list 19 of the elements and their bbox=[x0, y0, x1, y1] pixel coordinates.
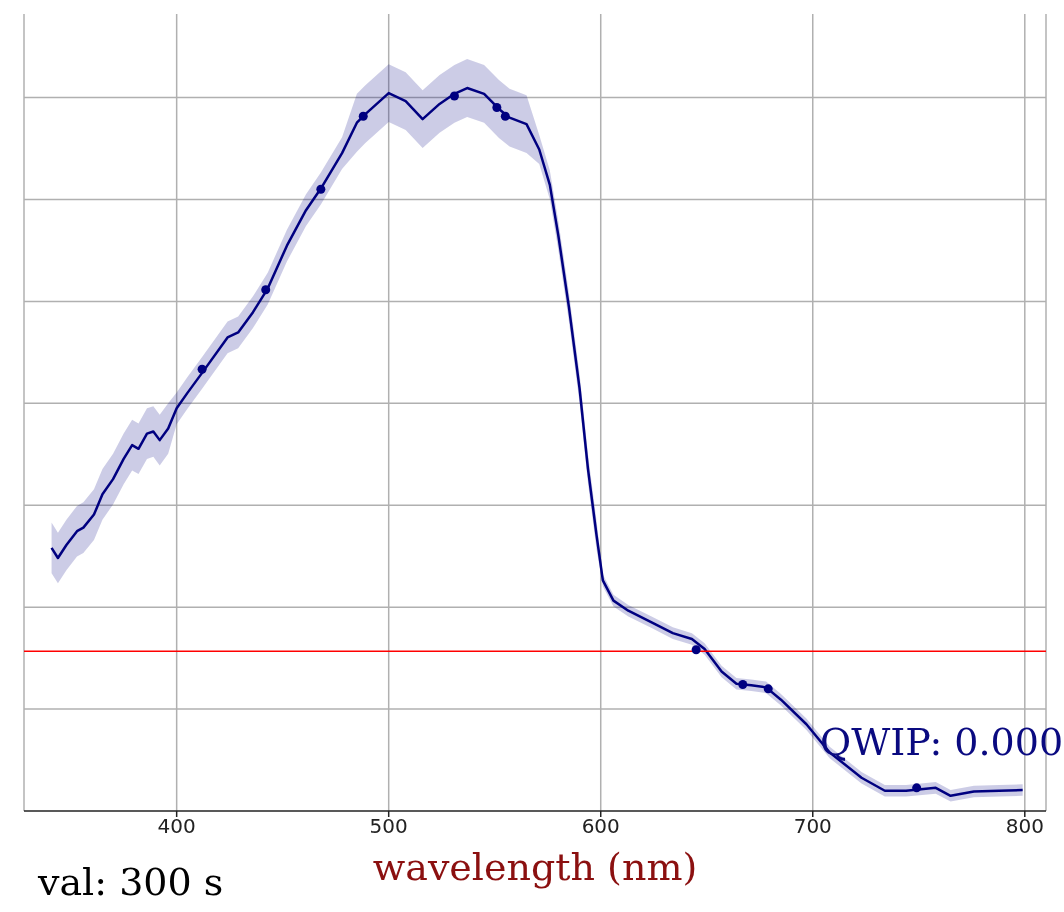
text: val: 300 s bbox=[38, 860, 224, 904]
annotation: QWIP: 0.000 bbox=[820, 720, 1064, 764]
x-tick-label: 500 bbox=[369, 814, 408, 839]
point bbox=[449, 91, 459, 101]
x-tick-label: 700 bbox=[793, 814, 832, 839]
x-tick-label: 600 bbox=[581, 814, 620, 839]
point bbox=[316, 184, 326, 194]
point bbox=[763, 684, 773, 694]
x-axis-title: wavelength (nm) bbox=[372, 844, 698, 889]
x-tick-label: 800 bbox=[1005, 814, 1044, 839]
point bbox=[492, 103, 502, 113]
point bbox=[261, 285, 271, 295]
x-tick-label: 400 bbox=[157, 814, 196, 839]
point bbox=[197, 364, 207, 374]
point bbox=[691, 645, 701, 655]
point bbox=[912, 783, 922, 793]
point bbox=[738, 679, 748, 689]
point bbox=[500, 111, 510, 121]
point bbox=[358, 111, 368, 121]
